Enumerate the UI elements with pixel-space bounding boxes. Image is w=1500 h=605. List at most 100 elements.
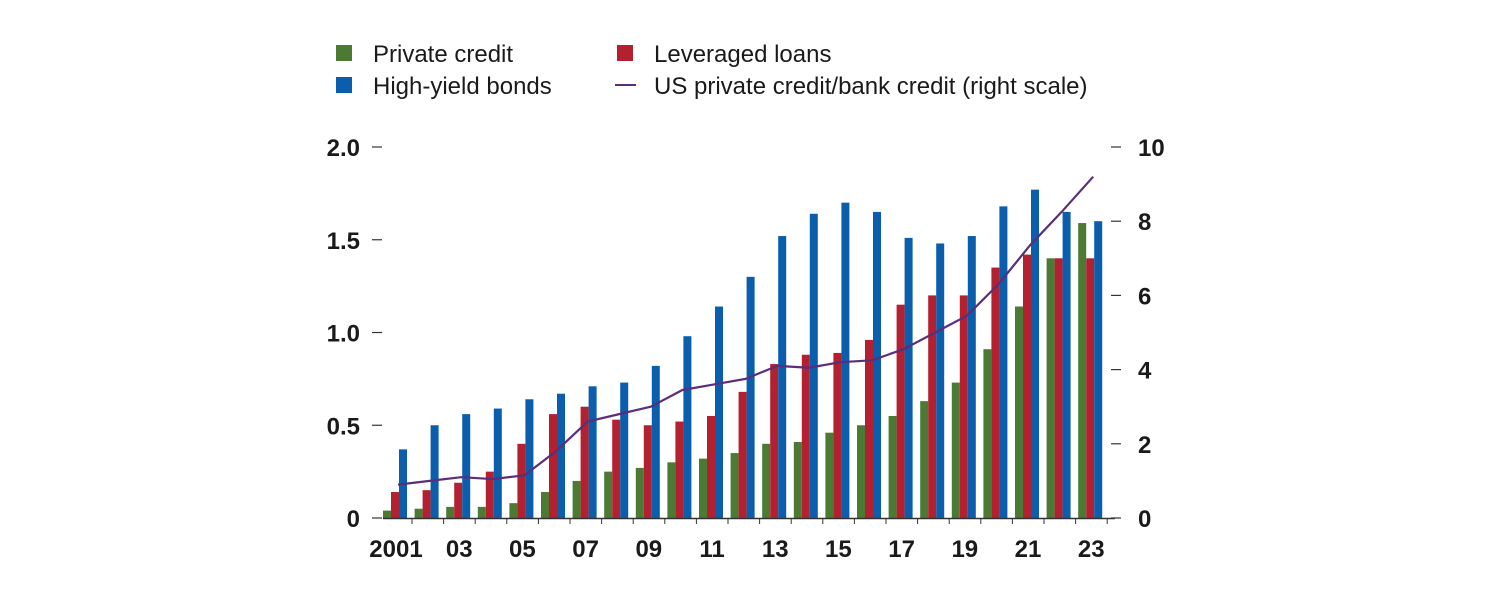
bar-high_yield_bonds-2006 <box>557 393 565 518</box>
bar-leveraged_loans-2014 <box>801 354 810 518</box>
legend-label-high_yield_bonds: High-yield bonds <box>373 73 552 100</box>
bar-private_credit-2020 <box>983 349 992 518</box>
bars <box>383 189 1103 519</box>
bar-private_credit-2009 <box>635 467 644 518</box>
bar-private_credit-2022 <box>1046 258 1055 518</box>
bar-high_yield_bonds-2003 <box>462 414 471 518</box>
bar-leveraged_loans-2021 <box>1023 254 1031 518</box>
bar-leveraged_loans-2002 <box>422 490 431 518</box>
bar-leveraged_loans-2003 <box>454 482 463 518</box>
bar-private_credit-2012 <box>730 453 739 518</box>
left-tick-label: 0 <box>347 506 360 533</box>
bar-private_credit-2019 <box>951 382 960 518</box>
bar-leveraged_loans-2012 <box>738 391 747 518</box>
x-tick-label-03: 03 <box>446 536 473 563</box>
left-tick-label: 1.5 <box>327 228 360 255</box>
legend-item-high_yield_bonds: High-yield bonds <box>336 73 552 100</box>
bar-leveraged_loans-2005 <box>517 443 526 518</box>
right-tick-label: 2 <box>1138 432 1151 459</box>
legend-item-ratio_line: US private credit/bank credit (right sca… <box>615 73 1088 100</box>
bar-high_yield_bonds-2023 <box>1094 221 1103 518</box>
bar-leveraged_loans-2010 <box>675 421 684 518</box>
bar-private_credit-2015 <box>825 432 834 518</box>
bar-high_yield_bonds-2022 <box>1062 211 1071 519</box>
bar-private_credit-2018 <box>920 401 929 518</box>
bar-high_yield_bonds-2004 <box>493 408 502 518</box>
right-tick-label: 0 <box>1138 506 1151 533</box>
bar-private_credit-2003 <box>446 506 455 518</box>
legend-swatch-private_credit <box>336 45 352 61</box>
left-axis: 0 0.5 1.0 1.5 2.0 <box>327 135 382 533</box>
bar-private_credit-2007 <box>572 480 581 518</box>
bar-high_yield_bonds-2020 <box>999 206 1008 519</box>
bar-private_credit-2006 <box>541 492 549 518</box>
bar-leveraged_loans-2019 <box>959 295 968 518</box>
bar-high_yield_bonds-2011 <box>715 306 723 518</box>
right-axis: 0 2 4 6 8 10 <box>1111 135 1165 533</box>
bar-private_credit-2004 <box>477 506 486 518</box>
bar-leveraged_loans-2004 <box>485 471 494 518</box>
bar-leveraged_loans-2015 <box>833 352 842 518</box>
legend-label-leveraged_loans: Leveraged loans <box>654 41 831 68</box>
legend-item-private_credit: Private credit <box>336 41 513 68</box>
bar-high_yield_bonds-2005 <box>525 399 534 518</box>
x-tick-label-21: 21 <box>1015 536 1042 563</box>
bar-leveraged_loans-2001 <box>391 492 399 518</box>
legend-label-private_credit: Private credit <box>373 41 513 68</box>
bar-high_yield_bonds-2013 <box>778 236 787 519</box>
left-tick-label: 2.0 <box>327 135 360 162</box>
bar-leveraged_loans-2011 <box>707 415 715 518</box>
x-tick-label-13: 13 <box>762 536 789 563</box>
right-tick-label: 6 <box>1138 283 1151 310</box>
x-tick-label-23: 23 <box>1078 536 1105 563</box>
x-tick-label-19: 19 <box>951 536 978 563</box>
bar-high_yield_bonds-2012 <box>746 276 755 518</box>
bar-high_yield_bonds-2010 <box>683 336 692 518</box>
bar-high_yield_bonds-2009 <box>651 365 660 518</box>
bar-leveraged_loans-2020 <box>991 267 1000 518</box>
x-tick-label-11: 11 <box>699 536 724 563</box>
bar-leveraged_loans-2017 <box>896 304 905 518</box>
bar-leveraged_loans-2007 <box>580 406 589 518</box>
legend-item-leveraged_loans: Leveraged loans <box>617 41 831 68</box>
x-tick-label-17: 17 <box>888 536 915 563</box>
legend-label-ratio_line: US private credit/bank credit (right sca… <box>654 73 1088 100</box>
x-tick-label-2001: 2001 <box>369 536 422 563</box>
bar-high_yield_bonds-2017 <box>904 237 913 518</box>
right-tick-label: 10 <box>1138 135 1165 162</box>
bar-private_credit-2001 <box>383 510 391 518</box>
x-tick-label-05: 05 <box>509 536 536 563</box>
bar-private_credit-2014 <box>793 441 802 518</box>
bar-leveraged_loans-2016 <box>865 339 873 518</box>
legend-swatch-high_yield_bonds <box>336 77 352 93</box>
right-tick-label: 4 <box>1138 358 1152 385</box>
bar-private_credit-2016 <box>857 425 865 518</box>
bar-high_yield_bonds-2015 <box>841 202 850 518</box>
bar-high_yield_bonds-2002 <box>430 425 439 518</box>
bar-leveraged_loans-2013 <box>770 364 779 518</box>
bar-high_yield_bonds-2016 <box>873 211 881 519</box>
bar-high_yield_bonds-2008 <box>620 382 629 518</box>
bar-private_credit-2013 <box>762 443 771 518</box>
left-tick-label: 0.5 <box>327 413 360 440</box>
bar-high_yield_bonds-2019 <box>967 236 976 519</box>
x-tick-label-09: 09 <box>635 536 662 563</box>
bar-high_yield_bonds-2021 <box>1031 189 1039 519</box>
bar-private_credit-2010 <box>667 462 676 518</box>
bar-private_credit-2023 <box>1078 223 1087 518</box>
bar-leveraged_loans-2006 <box>549 414 557 518</box>
ratio-line-group <box>397 175 1095 486</box>
bar-leveraged_loans-2023 <box>1086 258 1095 518</box>
bar-private_credit-2011 <box>699 458 707 518</box>
left-tick-label: 1.0 <box>327 321 360 348</box>
bar-high_yield_bonds-2007 <box>588 386 597 518</box>
x-tick-label-07: 07 <box>572 536 599 563</box>
bar-leveraged_loans-2009 <box>643 425 652 518</box>
x-tick-label-15: 15 <box>825 536 852 563</box>
bar-private_credit-2021 <box>1015 306 1023 518</box>
bar-leveraged_loans-2022 <box>1054 258 1063 518</box>
legend: Private credit Leveraged loans High-yield … <box>336 41 1088 100</box>
ratio-line <box>397 175 1095 486</box>
